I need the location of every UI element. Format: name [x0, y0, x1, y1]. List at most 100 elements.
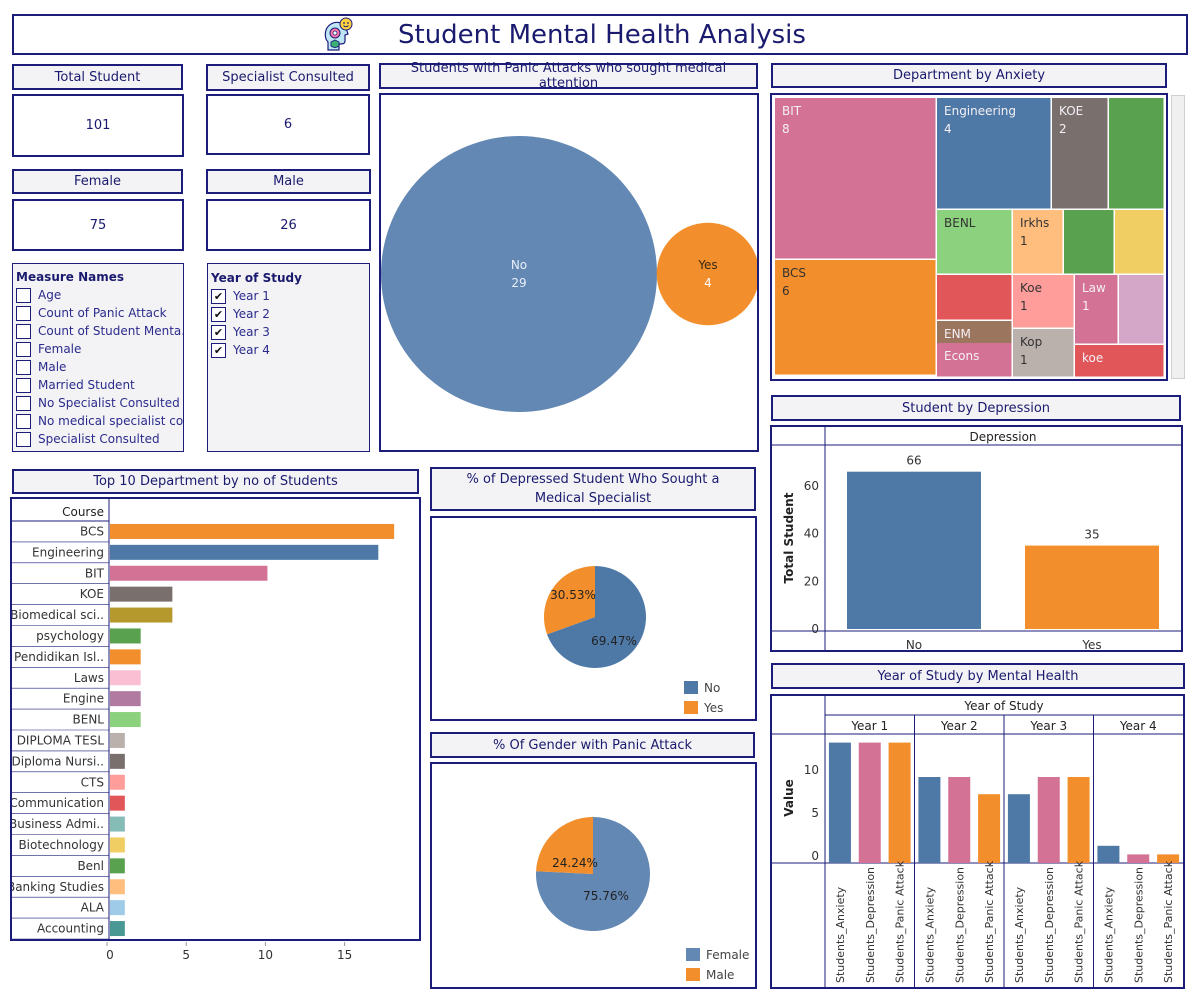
dept-bar[interactable]: [110, 586, 173, 602]
measure-name-option[interactable]: Male: [16, 358, 183, 376]
dept-bar[interactable]: [110, 523, 395, 539]
treemap-cell[interactable]: [937, 275, 1012, 320]
pie-slice-label: 30.53%: [550, 588, 596, 602]
bar-no[interactable]: [847, 471, 981, 629]
checkbox-icon[interactable]: ✔: [211, 288, 226, 304]
depressed-specialist-pie: 69.47% 30.53% No Yes: [430, 516, 757, 721]
dept-bar[interactable]: [110, 607, 173, 623]
measure-name-option[interactable]: No Specialist Consulted: [16, 394, 183, 412]
treemap-cell-koe[interactable]: Koe 1: [1013, 275, 1074, 328]
year-of-study-option[interactable]: ✔ Year 2: [211, 305, 369, 323]
treemap-cell-law[interactable]: Law 1: [1075, 275, 1118, 344]
measure-bar[interactable]: [1127, 854, 1150, 863]
dept-bar[interactable]: [110, 774, 125, 790]
checkbox-icon[interactable]: [16, 377, 31, 393]
dept-bar[interactable]: [110, 858, 125, 874]
treemap-cell-benl[interactable]: BENL: [937, 210, 1012, 274]
pie-slice-no[interactable]: [547, 566, 646, 668]
dept-bar[interactable]: [110, 921, 125, 937]
x-tick-label: 15: [337, 948, 352, 962]
treemap-cell-koe[interactable]: koe: [1075, 345, 1164, 377]
dept-bar[interactable]: [110, 732, 125, 748]
dept-anxiety-treemap: BIT 8 BCS 6 Engineering 4 KOE 2 BENL Irkhs 1 ENM Koe…: [770, 93, 1168, 381]
measure-bar[interactable]: [948, 777, 971, 863]
checkbox-icon[interactable]: [16, 305, 31, 321]
checkbox-icon[interactable]: [16, 431, 31, 447]
checkbox-icon[interactable]: ✔: [211, 342, 226, 358]
treemap-cell-irkhs[interactable]: Irkhs 1: [1013, 210, 1063, 274]
year-of-study-option[interactable]: ✔ Year 3: [211, 323, 369, 341]
checkbox-icon[interactable]: [16, 287, 31, 303]
measure-label: Students_Depression: [1132, 867, 1145, 983]
dept-bar[interactable]: [110, 670, 141, 686]
measure-name-option[interactable]: Age: [16, 286, 183, 304]
treemap-cell-econs[interactable]: Econs: [937, 343, 1012, 377]
measure-bar[interactable]: [888, 742, 911, 863]
dept-bar[interactable]: [110, 565, 268, 581]
measure-bar[interactable]: [1037, 777, 1060, 863]
treemap-cell-engineering[interactable]: Engineering 4: [937, 98, 1051, 209]
dept-bar[interactable]: [110, 691, 141, 707]
treemap-scrollbar[interactable]: [1171, 95, 1185, 379]
treemap-cell-kop[interactable]: Kop 1: [1013, 329, 1074, 377]
bubble-label: No: [511, 258, 527, 272]
measure-name-option[interactable]: No medical specialist co..: [16, 412, 183, 430]
dept-bar[interactable]: [110, 900, 125, 916]
measure-name-option[interactable]: Married Student: [16, 376, 183, 394]
treemap-label: Irkhs: [1020, 216, 1049, 230]
dept-bar[interactable]: [110, 649, 141, 665]
dept-bar[interactable]: [110, 816, 125, 832]
treemap-value: 6: [782, 284, 790, 298]
category-label: psychology: [36, 629, 104, 643]
dept-bar[interactable]: [110, 544, 379, 560]
checkbox-icon[interactable]: [16, 341, 31, 357]
kpi-total-student-header: Total Student: [12, 64, 183, 90]
pie-slice-male[interactable]: [536, 817, 593, 874]
bubble-no[interactable]: No 29: [381, 136, 657, 412]
measure-name-option[interactable]: Count of Panic Attack: [16, 304, 183, 322]
kpi-total-student-value: 101: [12, 94, 184, 157]
bar-yes[interactable]: [1025, 545, 1159, 629]
measure-name-option-label: Female: [38, 342, 82, 356]
panic-bubble-chart: No 29 Yes 4: [379, 93, 759, 452]
measure-bar[interactable]: [858, 742, 881, 863]
treemap-label: BENL: [944, 216, 976, 230]
measure-name-option[interactable]: Specialist Consulted: [16, 430, 183, 448]
dept-bar[interactable]: [110, 795, 125, 811]
pie-slice-yes[interactable]: [544, 566, 595, 635]
treemap-cell[interactable]: [1119, 275, 1164, 344]
treemap-cell[interactable]: [1109, 98, 1164, 209]
checkbox-icon[interactable]: [16, 359, 31, 375]
dept-bar[interactable]: [110, 628, 141, 644]
measure-bar[interactable]: [1157, 854, 1180, 863]
treemap-cell-koe[interactable]: KOE 2: [1052, 98, 1108, 209]
bubble-yes[interactable]: Yes 4: [656, 222, 757, 326]
treemap-cell-bit[interactable]: BIT 8: [775, 98, 936, 259]
checkbox-icon[interactable]: ✔: [211, 306, 226, 322]
dept-bar[interactable]: [110, 837, 125, 853]
checkbox-icon[interactable]: [16, 323, 31, 339]
year-of-study-option[interactable]: ✔ Year 1: [211, 287, 369, 305]
measure-label: Students_Panic Attack: [1073, 860, 1086, 983]
checkbox-icon[interactable]: [16, 395, 31, 411]
group-label: Year 3: [1029, 719, 1067, 733]
dept-bar[interactable]: [110, 879, 125, 895]
measure-name-option[interactable]: Female: [16, 340, 183, 358]
category-label: Accounting: [37, 922, 104, 936]
dept-bar[interactable]: [110, 753, 125, 769]
measure-bar[interactable]: [978, 794, 1001, 863]
measure-bar[interactable]: [1097, 845, 1120, 863]
treemap-cell[interactable]: [1115, 210, 1164, 274]
dept-bar[interactable]: [110, 712, 141, 728]
measure-name-option[interactable]: Count of Student Menta..: [16, 322, 183, 340]
treemap-cell-bcs[interactable]: BCS 6: [775, 260, 936, 375]
checkbox-icon[interactable]: ✔: [211, 324, 226, 340]
treemap-label: Econs: [944, 349, 979, 363]
treemap-cell[interactable]: [1064, 210, 1114, 274]
measure-bar[interactable]: [1067, 777, 1090, 863]
measure-bar[interactable]: [828, 742, 851, 863]
measure-bar[interactable]: [1007, 794, 1030, 863]
checkbox-icon[interactable]: [16, 413, 31, 429]
measure-bar[interactable]: [918, 777, 941, 863]
year-of-study-option[interactable]: ✔ Year 4: [211, 341, 369, 359]
